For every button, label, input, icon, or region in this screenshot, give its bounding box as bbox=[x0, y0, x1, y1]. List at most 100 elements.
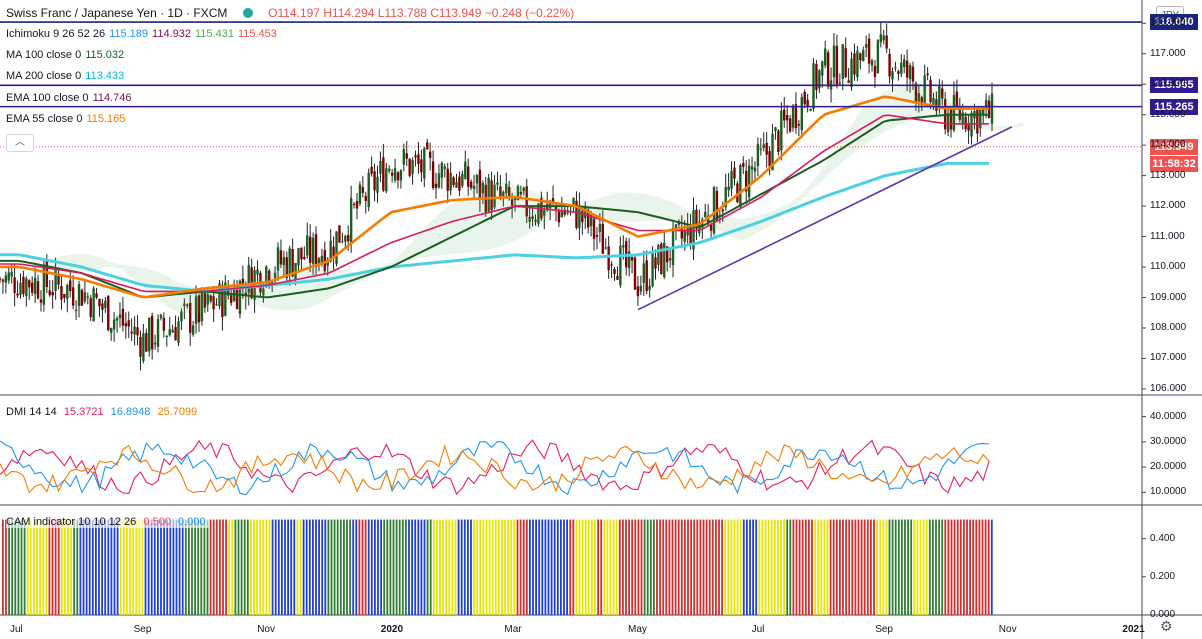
cam-bar bbox=[963, 519, 965, 615]
cam-bar bbox=[355, 519, 358, 615]
settings-gear-icon[interactable]: ⚙ bbox=[1160, 618, 1173, 634]
candle-body bbox=[45, 260, 49, 288]
time-tick-label: Nov bbox=[257, 624, 275, 635]
cam-bar bbox=[296, 519, 299, 615]
candle-body bbox=[850, 58, 853, 88]
candle-body bbox=[914, 83, 918, 102]
cam-bar bbox=[60, 519, 63, 615]
indicator-legend-5[interactable]: EMA 55 close 0 115.165 bbox=[6, 113, 129, 125]
candle-body bbox=[736, 183, 739, 203]
cam-bar bbox=[928, 519, 931, 615]
candle-body bbox=[69, 280, 72, 291]
ema55-line bbox=[0, 95, 990, 299]
candle-body bbox=[458, 176, 461, 191]
cam-bar bbox=[916, 519, 919, 615]
cam-bar bbox=[98, 519, 100, 615]
cam-bar bbox=[677, 519, 680, 615]
cam-bar bbox=[684, 519, 686, 615]
candle-body bbox=[873, 66, 877, 78]
candle-body bbox=[197, 295, 201, 323]
cam-bar bbox=[212, 519, 215, 615]
cam-bar bbox=[656, 519, 658, 615]
candle-body bbox=[428, 151, 432, 158]
cam-bar bbox=[553, 519, 556, 615]
candle-body bbox=[838, 82, 842, 84]
cam-bar bbox=[668, 519, 671, 615]
cam-bar bbox=[259, 519, 262, 615]
candle-body bbox=[572, 197, 575, 205]
dmi-legend[interactable]: DMI 14 14 15.3721 16.8948 25.7099 bbox=[6, 406, 201, 418]
candle-body bbox=[265, 266, 268, 284]
candle-body bbox=[361, 187, 365, 193]
candle-body bbox=[645, 260, 648, 292]
cam-bar bbox=[953, 519, 956, 615]
indicator-legend-3[interactable]: MA 200 close 0 113.433 bbox=[6, 70, 128, 82]
candle-body bbox=[581, 211, 584, 223]
indicator-value: 115.453 bbox=[237, 28, 277, 40]
cam-bar bbox=[349, 519, 351, 615]
cam-bar bbox=[463, 519, 466, 615]
cam-legend[interactable]: CAM indicator 10 10 12 26 0.500 0.000 bbox=[6, 516, 210, 528]
cam-bar bbox=[959, 519, 962, 615]
price-tick-label: 117.000 bbox=[1150, 47, 1186, 59]
indicator-legend-2[interactable]: MA 100 close 0 115.032 bbox=[6, 49, 128, 61]
time-tick-label: 2020 bbox=[380, 624, 404, 635]
candle-body bbox=[704, 211, 707, 218]
cam-bar bbox=[919, 519, 922, 615]
cam-bar bbox=[172, 519, 175, 615]
candle-body bbox=[373, 171, 376, 191]
cam-bar bbox=[786, 519, 789, 615]
cam-bar bbox=[76, 519, 79, 615]
collapse-legend-button[interactable]: ︿ bbox=[6, 134, 34, 152]
candle-body bbox=[139, 336, 142, 357]
candle-body bbox=[821, 61, 824, 76]
candle-body bbox=[303, 256, 306, 260]
candle-body bbox=[744, 170, 748, 192]
candle-body bbox=[759, 148, 763, 150]
cam-bar bbox=[975, 519, 978, 615]
candle-body bbox=[89, 298, 92, 318]
candle-body bbox=[408, 158, 411, 176]
cam-bar bbox=[370, 519, 373, 615]
candle-body bbox=[472, 185, 476, 189]
cam-bar bbox=[29, 519, 32, 615]
candle-body bbox=[341, 241, 344, 243]
cam-bar bbox=[64, 519, 66, 615]
candle-body bbox=[864, 44, 868, 48]
cam-bar bbox=[987, 519, 990, 615]
indicator-value: 114.746 bbox=[92, 92, 132, 104]
cam-value-2: 0.000 bbox=[177, 516, 206, 528]
candle-body bbox=[727, 186, 730, 191]
dmi-tick-label: 40.0000 bbox=[1150, 410, 1187, 422]
candle-body bbox=[774, 127, 777, 131]
cam-bar bbox=[727, 519, 730, 615]
candle-body bbox=[847, 80, 850, 83]
candle-body bbox=[505, 183, 508, 194]
candle-body bbox=[142, 333, 145, 362]
cam-bar bbox=[501, 519, 503, 615]
cam-bar bbox=[718, 519, 720, 615]
price-tick-label: 108.000 bbox=[1150, 321, 1187, 333]
candle-body bbox=[835, 45, 839, 86]
candle-body bbox=[355, 201, 359, 209]
candle-body bbox=[311, 237, 315, 264]
symbol-title[interactable]: Swiss Franc / Japanese Yen · 1D · FXCM bbox=[6, 6, 228, 20]
cam-bar bbox=[70, 519, 72, 615]
candle-body bbox=[229, 295, 233, 303]
cam-bar bbox=[420, 519, 423, 615]
cam-bar bbox=[665, 519, 668, 615]
cam-bar bbox=[367, 519, 370, 615]
indicator-legend-4[interactable]: EMA 100 close 0 114.746 bbox=[6, 92, 136, 104]
cam-bar bbox=[522, 519, 525, 615]
indicator-legend-1[interactable]: Ichimoku 9 26 52 26 115.189 114.932 115.431… bbox=[6, 28, 281, 40]
candle-body bbox=[145, 332, 148, 352]
candle-body bbox=[747, 165, 751, 198]
cam-bar bbox=[935, 519, 937, 615]
candle-body bbox=[496, 182, 499, 185]
cam-bar bbox=[643, 519, 646, 615]
cam-bar bbox=[184, 519, 187, 615]
cam-bar bbox=[57, 519, 60, 615]
candle-body bbox=[273, 272, 277, 279]
cam-bar bbox=[773, 519, 776, 615]
